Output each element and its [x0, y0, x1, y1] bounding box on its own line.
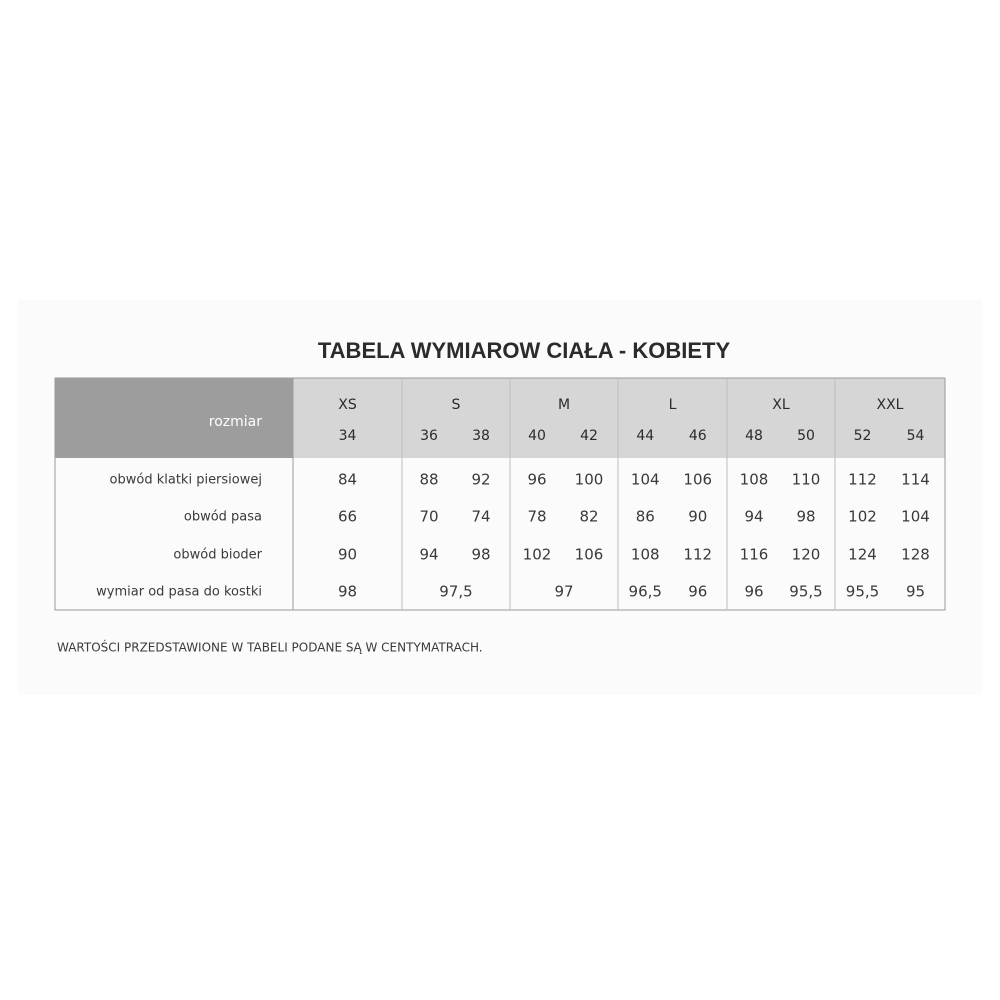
cell-value: 82 [579, 508, 598, 526]
size-number: 46 [689, 428, 707, 444]
cell-value: 97 [554, 583, 573, 601]
cell-value: 94 [744, 508, 763, 526]
cell-value: 120 [792, 546, 821, 564]
cell-value: 95,5 [846, 583, 879, 601]
corner-label: rozmiar [209, 414, 262, 430]
cell-value: 112 [848, 471, 877, 489]
cell-value: 92 [471, 471, 490, 489]
cell-value: 70 [419, 508, 438, 526]
size-number: 36 [420, 428, 438, 444]
size-number: 42 [580, 428, 598, 444]
size-number: 44 [636, 428, 654, 444]
cell-value: 108 [740, 471, 769, 489]
title: TABELA WYMIAROW CIAŁA - KOBIETY [318, 338, 731, 363]
cell-value: 106 [683, 471, 712, 489]
cell-value: 108 [631, 546, 660, 564]
row-label: obwód klatki piersiowej [110, 473, 262, 488]
size-number: 38 [472, 428, 490, 444]
cell-value: 96 [744, 583, 763, 601]
cell-value: 100 [575, 471, 604, 489]
cell-value: 106 [575, 546, 604, 564]
cell-value: 104 [631, 471, 660, 489]
cell-value: 116 [740, 546, 769, 564]
cell-value: 88 [419, 471, 438, 489]
cell-value: 112 [683, 546, 712, 564]
size-label: M [558, 397, 570, 413]
size-label: XS [338, 397, 357, 413]
note: WARTOŚCI PRZEDSTAWIONE W TABELI PODANE S… [57, 640, 483, 655]
cell-value: 104 [901, 508, 930, 526]
panel [18, 300, 982, 695]
cell-value: 114 [901, 471, 930, 489]
cell-value: 98 [796, 508, 815, 526]
size-number: 52 [854, 428, 872, 444]
cell-value: 90 [688, 508, 707, 526]
cell-value: 74 [471, 508, 490, 526]
cell-value: 102 [523, 546, 552, 564]
size-label: XL [772, 397, 790, 413]
cell-value: 90 [338, 546, 357, 564]
cell-value: 97,5 [439, 583, 472, 601]
size-number: 34 [339, 428, 357, 444]
cell-value: 96 [688, 583, 707, 601]
size-label: L [669, 397, 677, 413]
table-border [54, 377, 946, 611]
cell-value: 96,5 [629, 583, 662, 601]
row-label: obwód pasa [184, 510, 262, 525]
corner-cell [55, 378, 293, 458]
size-number: 40 [528, 428, 546, 444]
size-label: S [452, 397, 461, 413]
size-number: 54 [907, 428, 925, 444]
size-number: 48 [745, 428, 763, 444]
cell-value: 84 [338, 471, 357, 489]
cell-value: 102 [848, 508, 877, 526]
cell-value: 86 [636, 508, 655, 526]
cell-value: 124 [848, 546, 877, 564]
cell-value: 95 [906, 583, 925, 601]
cell-value: 110 [792, 471, 821, 489]
cell-value: 128 [901, 546, 930, 564]
cell-value: 98 [471, 546, 490, 564]
cell-value: 94 [419, 546, 438, 564]
row-label: wymiar od pasa do kostki [96, 585, 262, 600]
cell-value: 96 [527, 471, 546, 489]
cell-value: 78 [527, 508, 546, 526]
cell-value: 95,5 [789, 583, 822, 601]
header-band [293, 378, 945, 458]
cell-value: 66 [338, 508, 357, 526]
row-label: obwód bioder [173, 548, 262, 563]
size-number: 50 [797, 428, 815, 444]
size-label: XXL [877, 397, 904, 413]
cell-value: 98 [338, 583, 357, 601]
